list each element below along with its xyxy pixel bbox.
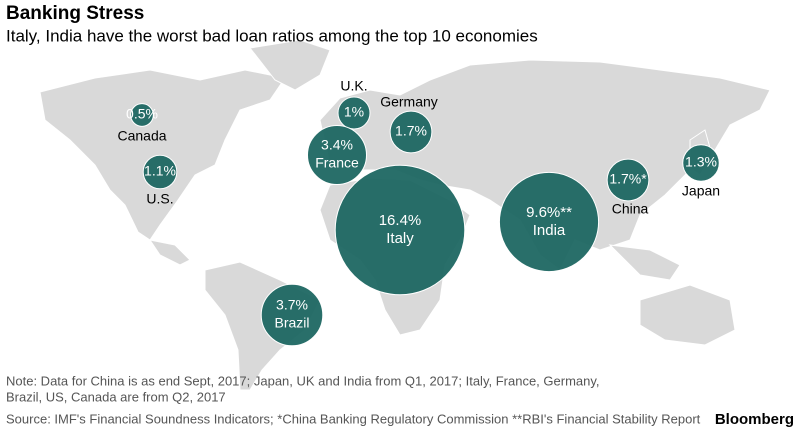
bubble [334, 164, 466, 296]
bubble [682, 144, 720, 182]
country-label: France [315, 155, 359, 171]
bubble [306, 124, 368, 186]
country-label: U.S. [146, 191, 173, 207]
value-label: 3.4% [321, 137, 353, 153]
country-label: China [612, 201, 649, 217]
bubble [260, 283, 324, 347]
value-label: 9.6%** [526, 204, 572, 221]
country-label: India [533, 222, 566, 239]
value-label: 1.7%* [609, 171, 647, 187]
value-label: 1.7% [395, 123, 427, 139]
country-label: Germany [380, 94, 438, 110]
country-label: Canada [117, 128, 166, 144]
chart-subtitle: Italy, India have the worst bad loan rat… [6, 26, 538, 45]
bubble [389, 110, 433, 154]
bubble [130, 103, 154, 127]
note: Note: Data for China is as end Sept, 201… [6, 373, 600, 388]
country-label: U.K. [340, 78, 367, 94]
value-label: 1% [344, 104, 364, 120]
bubble [337, 96, 371, 130]
source: Source: IMF's Financial Soundness Indica… [6, 411, 701, 426]
bubble [606, 158, 650, 202]
value-label: 1.1% [144, 163, 176, 179]
bubble [142, 154, 178, 190]
country-label: Italy [386, 230, 414, 247]
value-label: 3.7% [276, 297, 308, 313]
value-label: 1.3% [685, 154, 717, 170]
bubble [498, 171, 600, 273]
value-label: 16.4% [379, 212, 422, 229]
country-label: Japan [682, 183, 720, 199]
brand: Bloomberg [715, 411, 794, 428]
note: Brazil, US, Canada are from Q2, 2017 [6, 389, 226, 404]
value-label: 0.5% [126, 106, 158, 122]
country-label: Brazil [274, 315, 309, 331]
chart-title: Banking Stress [6, 3, 144, 24]
